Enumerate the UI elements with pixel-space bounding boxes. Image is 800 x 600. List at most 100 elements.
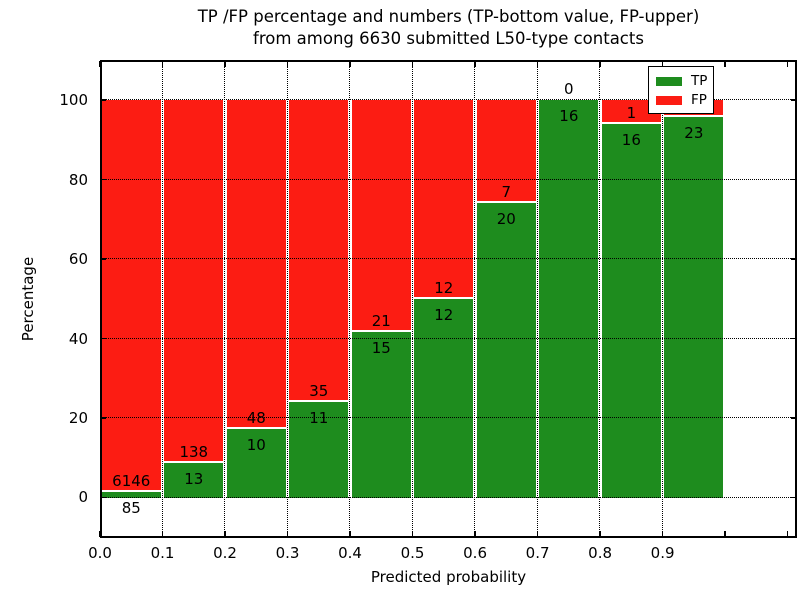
legend-entry-fp: FP — [656, 91, 713, 110]
y-gridline — [100, 417, 797, 419]
x-tick-label: 0.6 — [463, 544, 487, 562]
x-tick — [661, 61, 664, 67]
tp-count-label: 20 — [496, 210, 516, 229]
y-tick — [100, 99, 106, 101]
y-tick-label: 40 — [68, 329, 88, 348]
tp-bar-segment — [664, 116, 724, 499]
fp-bar-segment — [289, 100, 349, 403]
tp-bar-segment — [226, 428, 286, 499]
x-tick-label: 0.0 — [88, 544, 112, 562]
x-tick-label: 0.9 — [650, 544, 675, 562]
y-tick — [791, 417, 797, 419]
fp-count-label: 6146 — [112, 472, 151, 491]
x-gridline — [474, 60, 476, 538]
tp-count-label: 10 — [246, 435, 266, 454]
x-tick-label: 0.2 — [213, 544, 237, 562]
y-axis-label: Percentage — [19, 256, 37, 342]
y-tick — [100, 496, 106, 499]
plot-area: 614685138134810351121151212720016116123 — [99, 60, 797, 538]
x-tick — [224, 61, 226, 67]
y-gridline — [100, 496, 797, 498]
x-tick — [286, 61, 289, 67]
tp-count-label: 16 — [559, 107, 579, 126]
fp-bar-segment — [414, 100, 474, 299]
tp-bar-segment — [414, 298, 474, 499]
x-tick — [786, 61, 789, 67]
y-tick — [100, 337, 106, 340]
y-tick — [100, 417, 106, 419]
fp-bar-segment — [101, 100, 161, 493]
y-tick-label: 80 — [68, 170, 88, 189]
tp-bar-segment — [351, 331, 411, 499]
x-tick-label: 0.1 — [150, 544, 175, 562]
y-tick — [791, 99, 797, 101]
tp-count-label: 16 — [621, 130, 641, 149]
tp-bar-segment — [476, 203, 536, 499]
fp-count-label: 138 — [179, 443, 209, 462]
x-tick — [349, 531, 351, 537]
y-tick — [791, 178, 797, 181]
x-gridline — [286, 60, 288, 538]
tp-bar-segment — [289, 402, 349, 499]
x-tick — [349, 61, 351, 67]
fp-count-label: 1 — [626, 103, 637, 122]
x-tick — [161, 61, 164, 67]
fp-bar-segment — [351, 100, 411, 332]
chart-title-line2: from among 6630 submitted L50-type conta… — [253, 29, 644, 48]
x-tick — [286, 531, 289, 537]
chart-title: TP /FP percentage and numbers (TP-bottom… — [100, 6, 797, 50]
x-tick — [536, 531, 539, 537]
x-tick-label: 0.8 — [588, 544, 613, 562]
x-tick-label: 0.5 — [400, 544, 425, 562]
legend-label-fp: FP — [691, 91, 707, 108]
tp-bar-segment — [101, 492, 161, 499]
fp-count-label: 0 — [564, 80, 574, 99]
tp-bar-segment — [164, 463, 224, 499]
x-tick — [536, 61, 539, 67]
tp-count-label: 23 — [684, 123, 704, 142]
x-gridline — [599, 60, 601, 538]
tp-count-label: 12 — [434, 305, 454, 324]
y-tick-label: 60 — [68, 250, 88, 269]
x-tick — [599, 61, 601, 67]
x-tick — [99, 531, 101, 537]
y-gridline — [100, 258, 797, 260]
x-gridline — [224, 60, 226, 538]
x-tick — [474, 61, 476, 67]
x-tick — [474, 531, 476, 537]
x-tick — [161, 531, 164, 537]
x-tick — [661, 531, 664, 537]
fp-count-label: 48 — [246, 408, 266, 427]
x-tick — [724, 61, 726, 67]
y-tick-label: 20 — [68, 409, 88, 427]
legend-swatch-fp-icon — [656, 96, 682, 105]
x-gridline — [349, 60, 351, 538]
tp-bar-segment — [601, 123, 661, 499]
y-tick — [791, 258, 797, 260]
x-tick — [411, 61, 414, 67]
fp-count-label: 12 — [434, 278, 454, 297]
x-gridline — [661, 60, 663, 538]
legend: TP FP — [648, 66, 714, 114]
y-tick — [100, 258, 106, 260]
tp-count-label: 85 — [121, 499, 141, 518]
y-tick — [791, 496, 797, 499]
x-tick — [99, 61, 101, 67]
fp-bar-segment — [476, 100, 536, 204]
tp-count-label: 15 — [371, 338, 391, 357]
y-tick — [791, 337, 797, 340]
fp-bar-segment — [164, 100, 224, 464]
fp-count-label: 21 — [371, 311, 391, 330]
y-tick — [100, 178, 106, 181]
x-gridline — [411, 60, 413, 538]
x-tick — [599, 531, 601, 537]
y-tick-label: 100 — [59, 91, 88, 110]
x-gridline — [161, 60, 163, 538]
tp-bar-segment — [539, 100, 599, 499]
chart-title-line1: TP /FP percentage and numbers (TP-bottom… — [197, 7, 700, 26]
x-tick — [411, 531, 414, 537]
legend-swatch-tp-icon — [656, 77, 682, 86]
x-tick — [786, 531, 789, 537]
y-gridline — [100, 337, 797, 339]
